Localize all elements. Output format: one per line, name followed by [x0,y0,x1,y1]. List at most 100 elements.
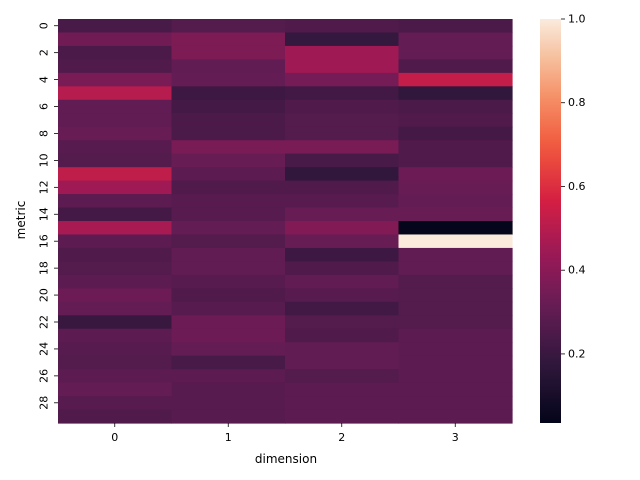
heatmap-cell-15-3 [398,221,513,236]
colorbar [540,19,561,423]
colorbar-tick-label: 0.4 [568,264,586,277]
heatmap-cell-26-0 [58,369,173,384]
heatmap-cell-16-2 [285,234,400,249]
heatmap-cell-3-1 [171,59,286,74]
colorbar-ticks: 0.2 0.4 0.6 0.8 1.0 [561,13,586,360]
heatmap-cells [58,19,513,424]
heatmap-cell-2-0 [58,45,173,60]
heatmap-cell-6-3 [398,99,513,114]
heatmap-cell-20-0 [58,288,173,303]
heatmap-cell-5-3 [398,86,513,101]
y-tick-label: 10 [38,153,51,167]
y-tick-label: 12 [38,180,51,194]
heatmap-cell-15-1 [171,221,286,236]
heatmap-cell-7-1 [171,113,286,128]
heatmap-cell-17-3 [398,247,513,262]
heatmap-cell-22-2 [285,315,400,330]
heatmap-cell-16-0 [58,234,173,249]
heatmap-cell-5-0 [58,86,173,101]
heatmap-cell-19-0 [58,274,173,289]
y-tick-label: 2 [38,49,51,56]
heatmap-cell-29-3 [398,409,513,424]
y-tick-label: 14 [38,207,51,221]
heatmap-cell-6-0 [58,99,173,114]
heatmap-cell-19-3 [398,274,513,289]
heatmap-cell-29-1 [171,409,286,424]
heatmap-cell-9-2 [285,140,400,155]
heatmap-cell-10-1 [171,153,286,168]
heatmap-cell-11-3 [398,167,513,182]
heatmap-cell-18-1 [171,261,286,276]
heatmap-cell-20-2 [285,288,400,303]
heatmap-cell-27-3 [398,382,513,397]
heatmap-cell-21-3 [398,301,513,316]
heatmap-cell-6-1 [171,99,286,114]
colorbar-tick-label: 1.0 [568,13,586,26]
y-tick-label: 8 [38,130,51,137]
heatmap-cell-4-0 [58,72,173,87]
heatmap-cell-19-2 [285,274,400,289]
heatmap-cell-25-3 [398,355,513,370]
heatmap-cell-24-3 [398,342,513,357]
heatmap-cell-11-2 [285,167,400,182]
heatmap-cell-26-3 [398,369,513,384]
y-tick-label: 6 [38,103,51,110]
heatmap-cell-12-3 [398,180,513,195]
heatmap-cell-8-1 [171,126,286,141]
heatmap-cell-7-3 [398,113,513,128]
heatmap-cell-24-0 [58,342,173,357]
heatmap-cell-1-1 [171,32,286,47]
heatmap-cell-8-0 [58,126,173,141]
heatmap-cell-0-3 [398,19,513,34]
heatmap-cell-11-0 [58,167,173,182]
heatmap-cell-27-2 [285,382,400,397]
heatmap-cell-4-1 [171,72,286,87]
heatmap-cell-14-0 [58,207,173,222]
heatmap-cell-10-3 [398,153,513,168]
heatmap-cell-8-2 [285,126,400,141]
heatmap-cell-26-2 [285,369,400,384]
heatmap-cell-18-0 [58,261,173,276]
heatmap-cell-7-0 [58,113,173,128]
x-axis-ticks: 0 1 2 3 [111,423,459,444]
heatmap-cell-10-2 [285,153,400,168]
heatmap-cell-2-2 [285,45,400,60]
heatmap-cell-17-2 [285,247,400,262]
heatmap-cell-15-0 [58,221,173,236]
heatmap-cell-14-2 [285,207,400,222]
y-tick-label: 16 [38,234,51,248]
x-tick-label: 2 [338,431,345,444]
heatmap-cell-29-0 [58,409,173,424]
heatmap-cell-29-2 [285,409,400,424]
heatmap-cell-14-1 [171,207,286,222]
y-tick-label: 18 [38,261,51,275]
heatmap-cell-1-3 [398,32,513,47]
heatmap-cell-4-3 [398,72,513,87]
heatmap-cell-4-2 [285,72,400,87]
heatmap-cell-5-1 [171,86,286,101]
colorbar-tick-label: 0.6 [568,180,586,193]
heatmap-cell-0-1 [171,19,286,34]
heatmap-cell-25-2 [285,355,400,370]
heatmap-cell-8-3 [398,126,513,141]
heatmap-cell-28-1 [171,396,286,411]
heatmap-cell-22-1 [171,315,286,330]
x-tick-label: 3 [452,431,459,444]
heatmap-cell-23-2 [285,328,400,343]
heatmap-cell-21-1 [171,301,286,316]
heatmap-cell-9-0 [58,140,173,155]
heatmap-cell-21-0 [58,301,173,316]
heatmap-cell-28-0 [58,396,173,411]
heatmap-cell-13-1 [171,194,286,209]
y-axis-label: metric [14,201,28,240]
colorbar-tick-label: 0.2 [568,347,586,360]
heatmap-cell-15-2 [285,221,400,236]
heatmap-cell-16-1 [171,234,286,249]
x-tick-label: 0 [111,431,118,444]
y-tick-label: 0 [38,22,51,29]
heatmap-cell-17-1 [171,247,286,262]
heatmap-cell-23-0 [58,328,173,343]
colorbar-tick-label: 0.8 [568,96,586,109]
heatmap-cell-24-1 [171,342,286,357]
heatmap-cell-22-3 [398,315,513,330]
